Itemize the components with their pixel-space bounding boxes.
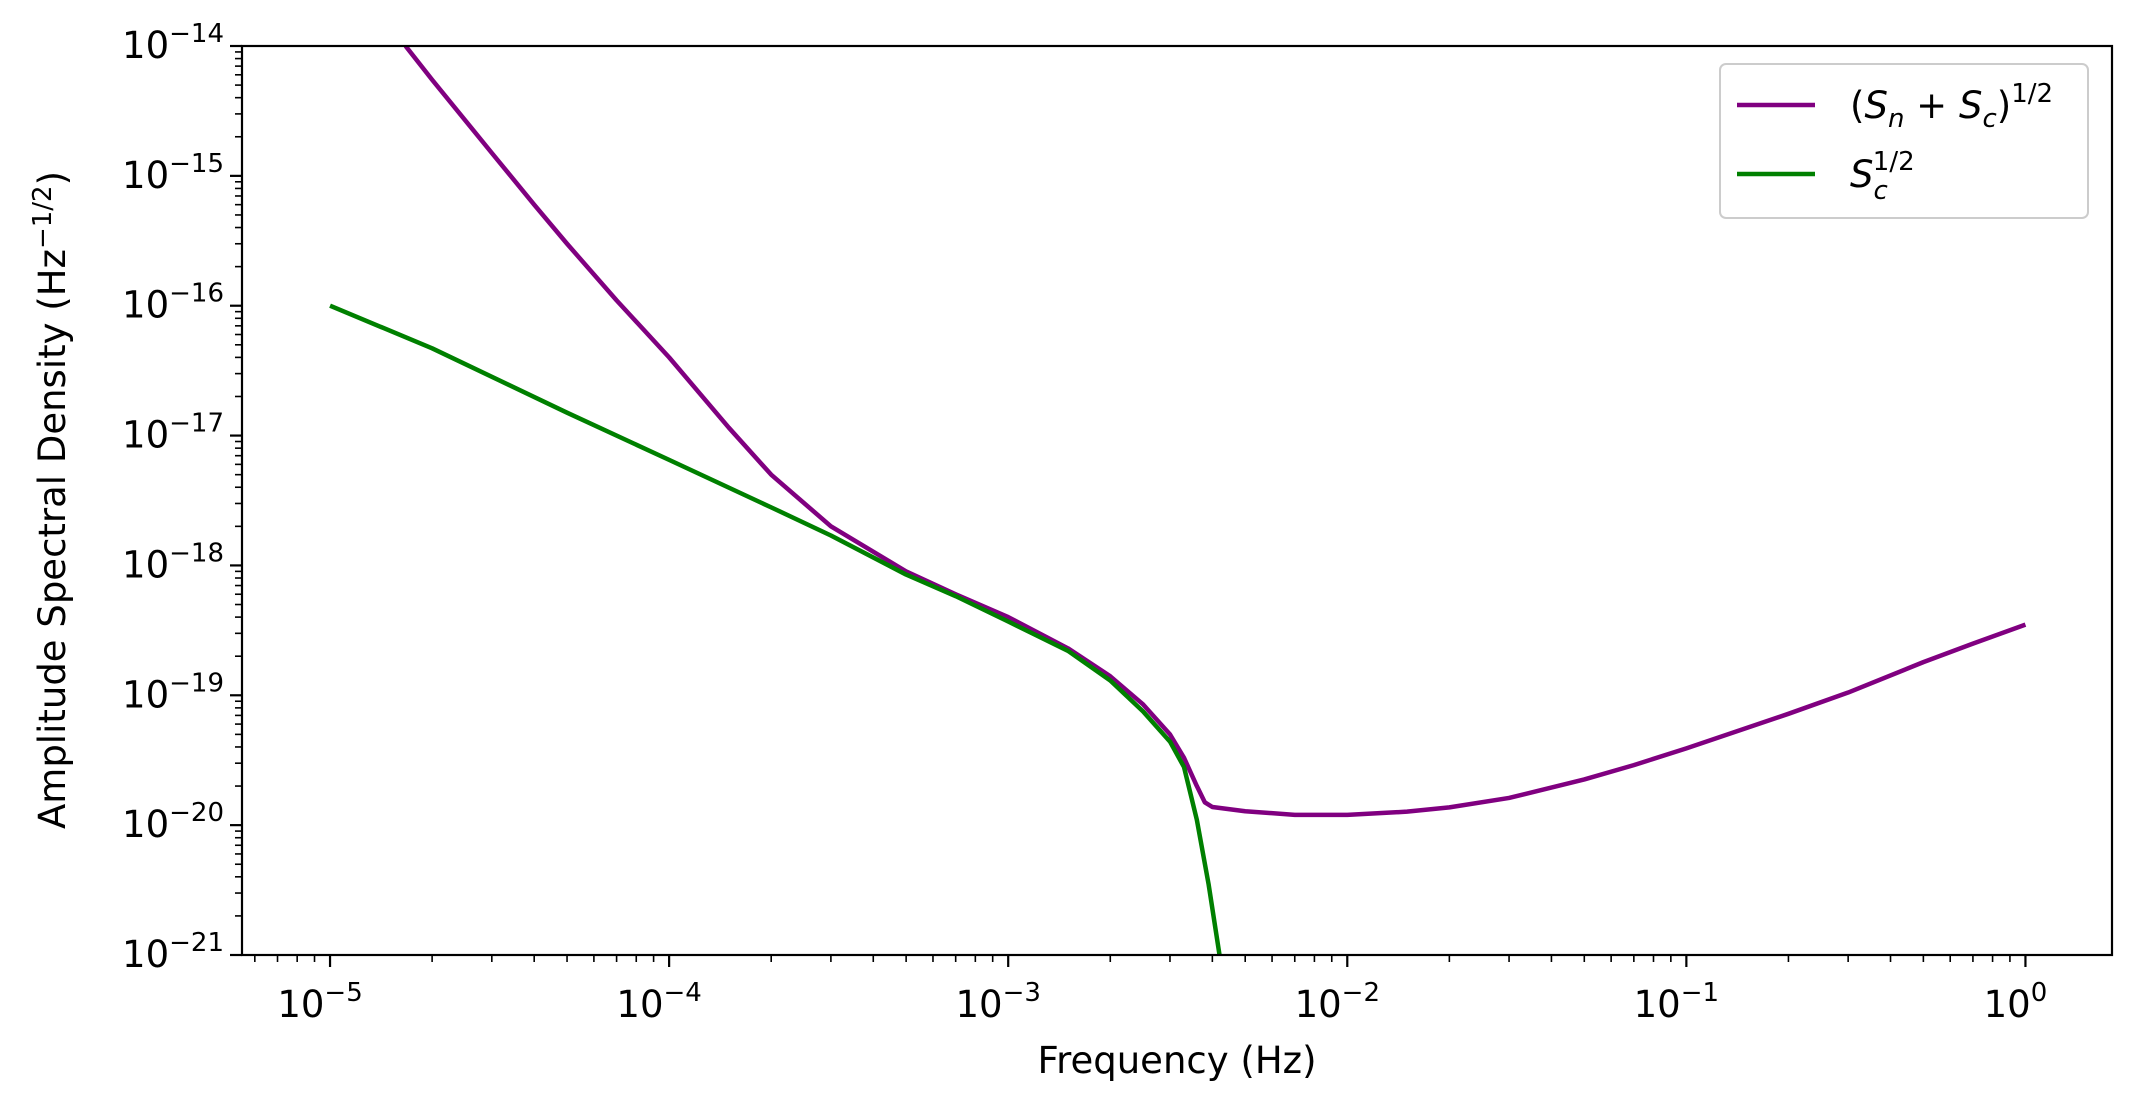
y-tick-label: 10−14 [122, 19, 224, 67]
y-tick-label: 10−17 [122, 409, 224, 457]
plot-frame [240, 44, 2114, 957]
y-axis-label: Amplitude Spectral Density (Hz−1/2) [28, 171, 74, 829]
legend: (Sn + Sc)1/2 Sc1/2 [1719, 63, 2089, 219]
legend-frame [1719, 63, 2089, 219]
x-tick-label: 100 [1984, 978, 2048, 1026]
legend-label-sc: Sc1/2 [1850, 147, 1915, 206]
x-tick-label: 10−1 [1634, 978, 1719, 1026]
y-tick-label: 10−19 [122, 668, 224, 716]
series-layer [329, 46, 2027, 955]
x-tick-label: 10−2 [1295, 978, 1380, 1026]
x-axis-label: Frequency (Hz) [1037, 1039, 1316, 1082]
x-tick-label: 10−3 [955, 978, 1040, 1026]
series-line-1 [329, 303, 1222, 955]
y-tick-label: 10−21 [122, 928, 224, 976]
y-axis-label-suffix: ) [31, 171, 74, 185]
y-tick-label: 10−18 [122, 538, 224, 586]
legend-label-total: (Sn + Sc)1/2 [1850, 79, 2053, 134]
y-axis-label-exponent: −1/2 [28, 185, 58, 249]
y-tick-label: 10−20 [122, 798, 224, 846]
y-tick-label: 10−16 [122, 279, 224, 327]
y-axis-label-main: Amplitude Spectral Density (Hz [31, 249, 74, 829]
y-axis: 10−21 10−20 10−19 10−18 10−17 10−16 10−15 10−14 [122, 19, 242, 976]
x-tick-label: 10−4 [616, 978, 701, 1026]
x-tick-label: 10−5 [277, 978, 362, 1026]
x-axis: 10−5 10−4 10−3 10−2 10−1 100 [254, 955, 2048, 1026]
y-tick-label: 10−15 [122, 149, 224, 197]
series-line-0 [403, 46, 2027, 818]
